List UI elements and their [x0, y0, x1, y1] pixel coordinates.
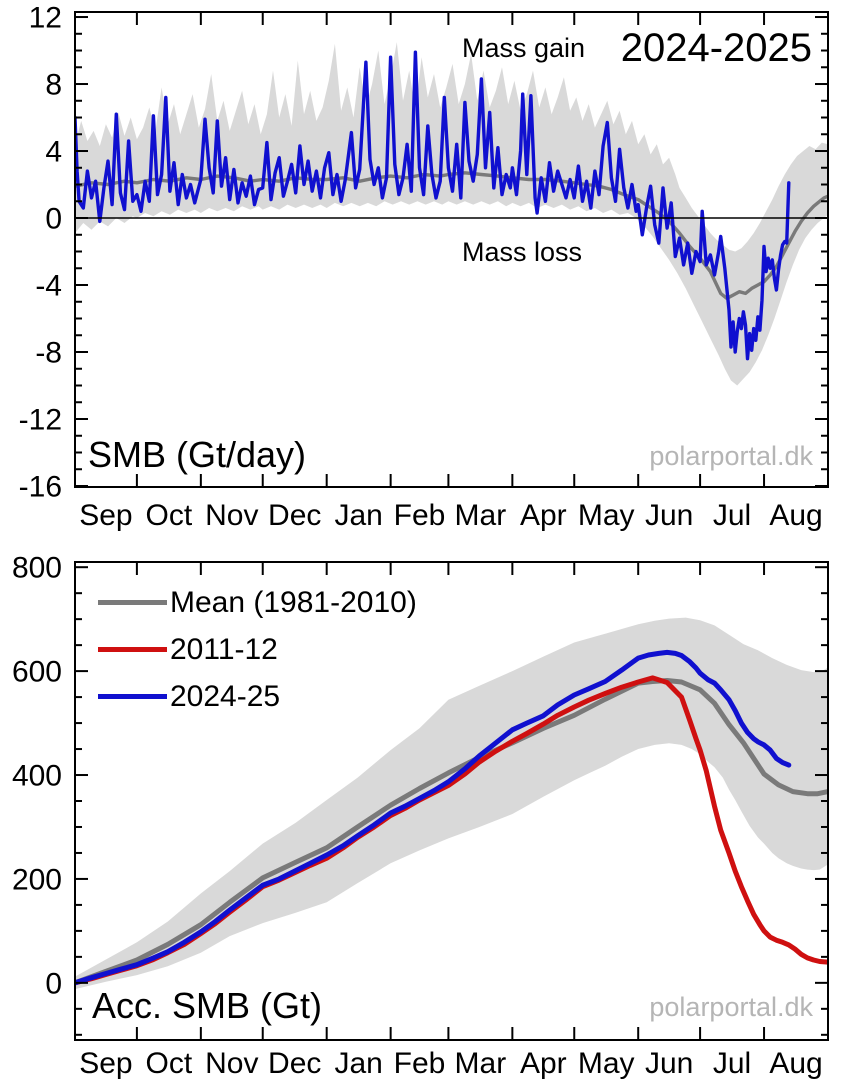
- accumulated-smb-axis-label: Acc. SMB (Gt): [92, 985, 323, 1026]
- series-line: [75, 649, 792, 986]
- plot-area-1: [75, 617, 828, 990]
- y-tick-label: -4: [35, 270, 62, 303]
- y-tick-label: 4: [45, 136, 62, 169]
- plot-area-0: [75, 42, 828, 386]
- legend: Mean (1981-2010) 2011-12 2024-25: [98, 579, 417, 720]
- season-title: 2024-2025: [620, 26, 812, 70]
- season-2024-25-swatch: [98, 694, 167, 699]
- month-label: Apr: [520, 499, 567, 532]
- y-tick-label: -8: [35, 337, 62, 370]
- month-label: Jul: [713, 499, 751, 532]
- daily-smb-axis-label: SMB (Gt/day): [88, 434, 307, 475]
- y-tick-label: 600: [12, 656, 62, 689]
- y-tick-label: 8: [45, 69, 62, 102]
- legend-item-2024-25: 2024-25: [98, 673, 417, 720]
- legend-label-2011-12: 2011-12: [170, 632, 278, 666]
- series-line: [75, 50, 791, 361]
- month-label: Jun: [645, 1047, 693, 1080]
- polarportal-watermark-bottom: polarportal.dk: [649, 992, 813, 1022]
- month-label: Nov: [205, 499, 258, 532]
- season-2011-12-swatch: [98, 647, 167, 652]
- legend-item-2011-12: 2011-12: [98, 626, 417, 673]
- month-label: May: [578, 499, 635, 532]
- y-tick-label: 12: [29, 2, 62, 35]
- month-label: Mar: [455, 499, 507, 532]
- month-label: Dec: [268, 499, 321, 532]
- month-label: Jan: [334, 499, 382, 532]
- month-label: Feb: [394, 1047, 446, 1080]
- y-tick-label: -16: [19, 470, 62, 503]
- month-label: Feb: [394, 499, 446, 532]
- month-label: Dec: [268, 1047, 321, 1080]
- month-label: Aug: [769, 1047, 822, 1080]
- axis-frame: [74, 11, 829, 488]
- y-tick-label: 0: [45, 203, 62, 236]
- axis-ticks: [74, 562, 829, 1040]
- month-label: Apr: [520, 1047, 567, 1080]
- month-label: Jun: [645, 499, 693, 532]
- legend-label-mean: Mean (1981-2010): [170, 585, 417, 619]
- mass-gain-annotation: Mass gain: [462, 33, 586, 63]
- axis-ticks: [74, 12, 829, 487]
- month-label: Oct: [146, 499, 193, 532]
- y-tick-label: 800: [12, 552, 62, 585]
- series-line: [75, 678, 828, 986]
- y-tick-label: 400: [12, 760, 62, 793]
- mass-loss-annotation: Mass loss: [462, 237, 583, 267]
- month-label: Jan: [334, 1047, 382, 1080]
- month-label: Oct: [146, 1047, 193, 1080]
- month-label: Sep: [79, 499, 132, 532]
- variability-band: [75, 42, 828, 386]
- y-tick-label: -12: [19, 403, 62, 436]
- y-tick-label: 200: [12, 863, 62, 896]
- legend-item-mean: Mean (1981-2010): [98, 579, 417, 626]
- month-label: Aug: [769, 499, 822, 532]
- y-tick-label: 0: [45, 967, 62, 1000]
- month-label: Sep: [79, 1047, 132, 1080]
- month-label: Jul: [713, 1047, 751, 1080]
- legend-label-2024-25: 2024-25: [170, 679, 281, 713]
- polarportal-watermark-top: polarportal.dk: [649, 441, 813, 471]
- month-label: Mar: [455, 1047, 507, 1080]
- variability-band: [75, 617, 828, 990]
- mean-line-swatch: [98, 600, 167, 605]
- month-label: May: [578, 1047, 635, 1080]
- month-label: Nov: [205, 1047, 258, 1080]
